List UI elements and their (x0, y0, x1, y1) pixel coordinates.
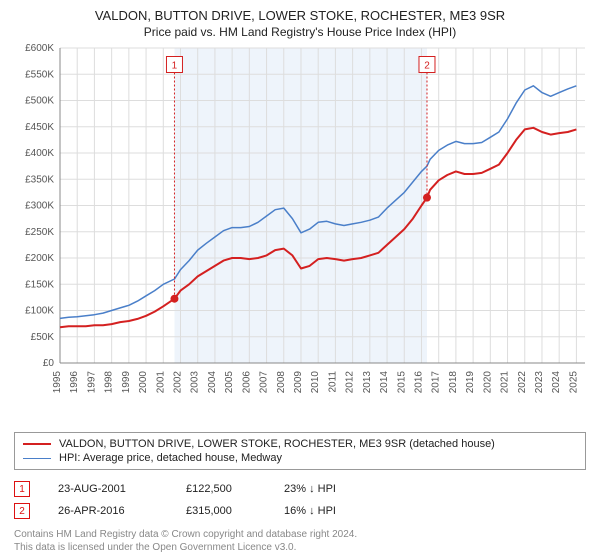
marker-badge: 2 (14, 503, 30, 519)
legend-swatch (23, 458, 51, 459)
svg-text:1999: 1999 (121, 370, 132, 392)
marker-price: £315,000 (186, 505, 256, 517)
footer-line: This data is licensed under the Open Gov… (14, 541, 586, 554)
svg-text:2016: 2016 (413, 370, 424, 392)
svg-text:£200K: £200K (25, 253, 54, 264)
marker-price: £122,500 (186, 483, 256, 495)
chart-plot: £0 £50K £100K £150K £200K £250K £300K £350K £400… (10, 43, 590, 426)
svg-text:2004: 2004 (207, 370, 218, 392)
svg-text:£100K: £100K (25, 305, 54, 316)
svg-text:£400K: £400K (25, 148, 54, 159)
footer-line: Contains HM Land Registry data © Crown c… (14, 528, 586, 541)
chart-container: VALDON, BUTTON DRIVE, LOWER STOKE, ROCHE… (0, 0, 600, 560)
svg-text:1998: 1998 (104, 370, 115, 392)
marker-badge: 1 (14, 481, 30, 497)
legend-label: VALDON, BUTTON DRIVE, LOWER STOKE, ROCHE… (59, 438, 495, 450)
svg-text:£350K: £350K (25, 174, 54, 185)
svg-text:2015: 2015 (396, 370, 407, 392)
svg-text:2018: 2018 (448, 370, 459, 392)
svg-text:1997: 1997 (86, 370, 97, 392)
svg-text:2000: 2000 (138, 370, 149, 392)
svg-text:1996: 1996 (69, 370, 80, 392)
svg-text:£450K: £450K (25, 122, 54, 133)
svg-text:2003: 2003 (190, 370, 201, 392)
legend-label: HPI: Average price, detached house, Medw… (59, 452, 282, 464)
svg-text:1: 1 (172, 60, 178, 71)
svg-text:2008: 2008 (276, 370, 287, 392)
marker-date: 26-APR-2016 (58, 505, 158, 517)
svg-text:2019: 2019 (465, 370, 476, 392)
svg-text:2021: 2021 (500, 370, 511, 392)
marker-date: 23-AUG-2001 (58, 483, 158, 495)
svg-text:£500K: £500K (25, 95, 54, 106)
legend-swatch (23, 443, 51, 445)
svg-text:2005: 2005 (224, 370, 235, 392)
svg-text:2022: 2022 (517, 370, 528, 392)
svg-text:2020: 2020 (482, 370, 493, 392)
svg-text:£0: £0 (43, 358, 55, 369)
marker-table-row: 2 26-APR-2016 £315,000 16% ↓ HPI (14, 500, 586, 522)
marker-diff: 23% ↓ HPI (284, 483, 374, 495)
svg-text:2006: 2006 (241, 370, 252, 392)
svg-text:2: 2 (424, 60, 430, 71)
svg-text:£150K: £150K (25, 279, 54, 290)
svg-text:2001: 2001 (155, 370, 166, 392)
svg-text:£50K: £50K (31, 332, 55, 343)
chart-subtitle: Price paid vs. HM Land Registry's House … (10, 25, 590, 39)
svg-text:2013: 2013 (362, 370, 373, 392)
svg-text:2007: 2007 (259, 370, 270, 392)
svg-text:2012: 2012 (345, 370, 356, 392)
svg-text:2009: 2009 (293, 370, 304, 392)
markers-table: 1 23-AUG-2001 £122,500 23% ↓ HPI 2 26-APR-201… (14, 478, 586, 522)
svg-text:£600K: £600K (25, 43, 54, 54)
svg-text:2011: 2011 (327, 370, 338, 392)
marker-diff: 16% ↓ HPI (284, 505, 374, 517)
svg-text:£300K: £300K (25, 200, 54, 211)
svg-text:2024: 2024 (551, 370, 562, 392)
legend: VALDON, BUTTON DRIVE, LOWER STOKE, ROCHE… (14, 432, 586, 470)
svg-text:£550K: £550K (25, 69, 54, 80)
svg-text:2023: 2023 (534, 370, 545, 392)
svg-text:2017: 2017 (431, 370, 442, 392)
svg-text:2010: 2010 (310, 370, 321, 392)
legend-item: HPI: Average price, detached house, Medw… (23, 451, 577, 465)
svg-text:2002: 2002 (172, 370, 183, 392)
chart-title: VALDON, BUTTON DRIVE, LOWER STOKE, ROCHE… (10, 8, 590, 25)
svg-text:1995: 1995 (52, 370, 63, 392)
legend-item: VALDON, BUTTON DRIVE, LOWER STOKE, ROCHE… (23, 437, 577, 451)
chart-svg: £0 £50K £100K £150K £200K £250K £300K £350K £400… (10, 43, 590, 393)
footer-attribution: Contains HM Land Registry data © Crown c… (14, 528, 586, 554)
svg-text:2014: 2014 (379, 370, 390, 392)
svg-text:2025: 2025 (568, 370, 579, 392)
marker-table-row: 1 23-AUG-2001 £122,500 23% ↓ HPI (14, 478, 586, 500)
svg-text:£250K: £250K (25, 227, 54, 238)
